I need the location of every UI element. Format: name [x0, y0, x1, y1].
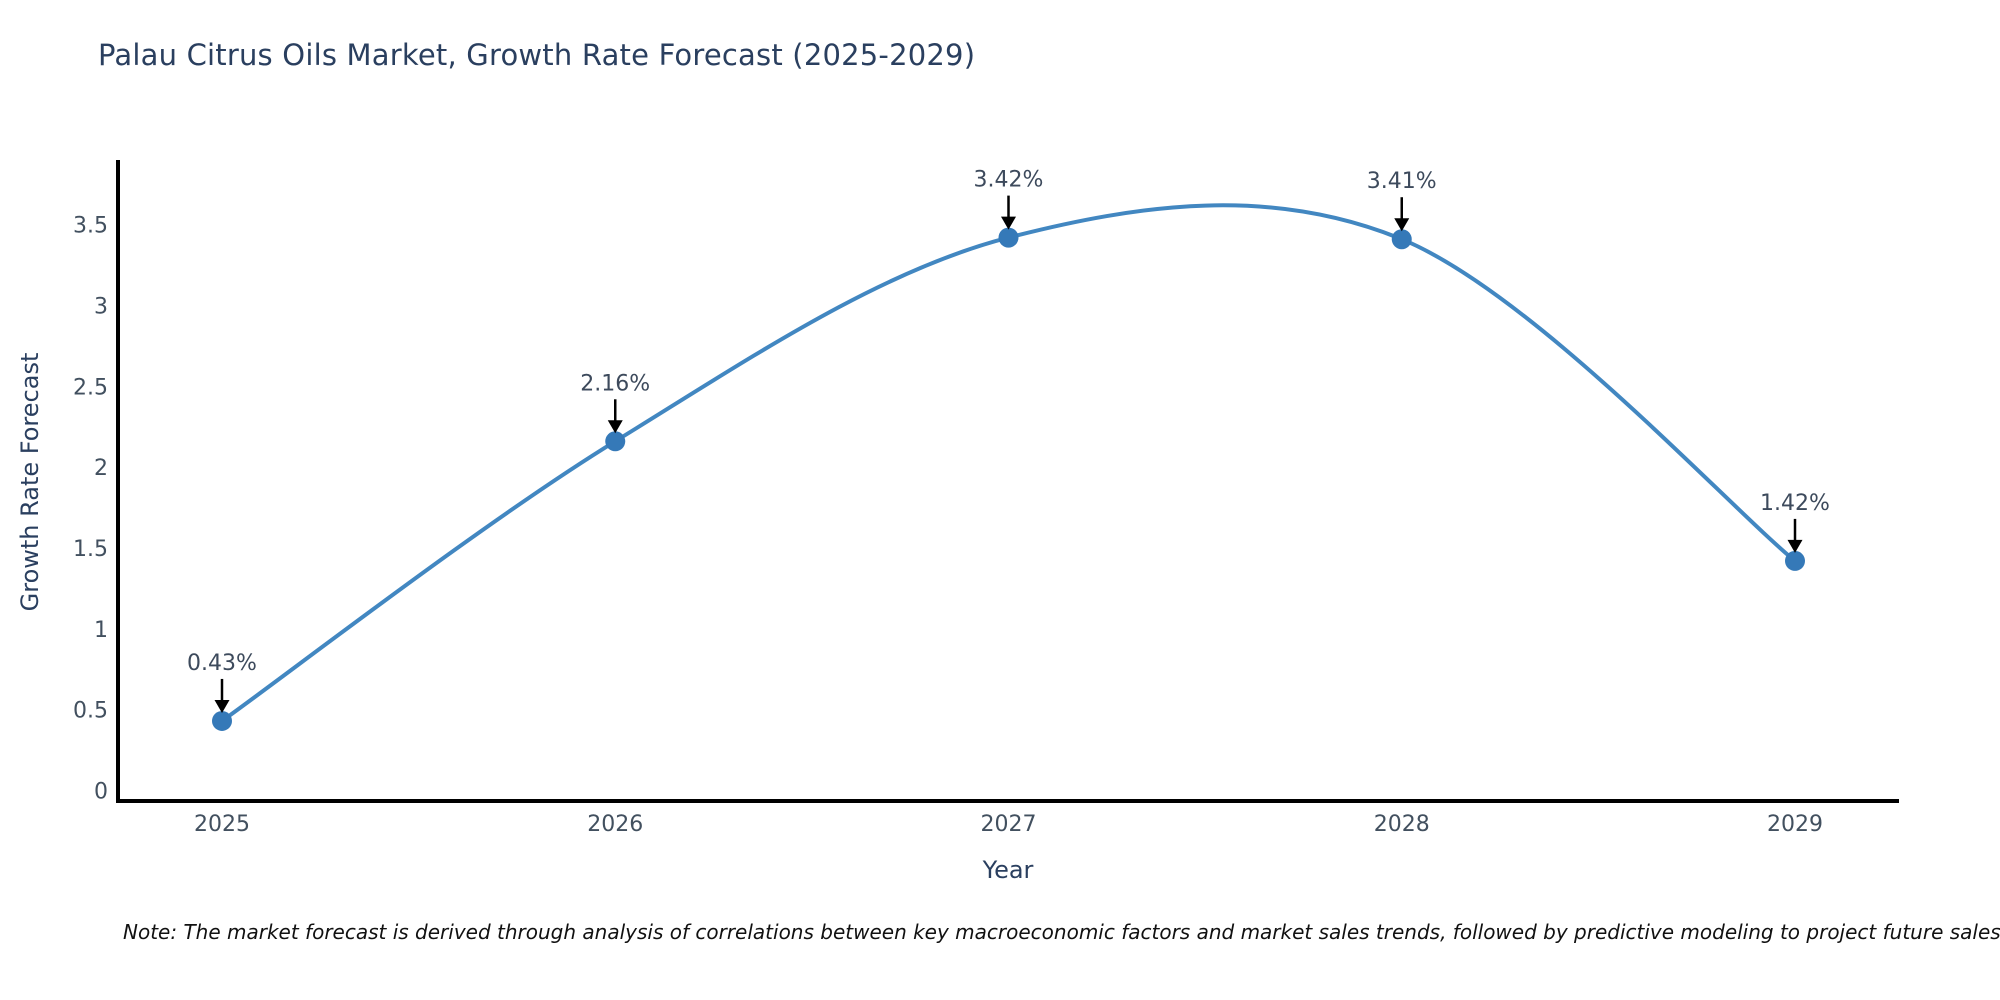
y-tick-label: 1 [94, 618, 108, 643]
y-tick-label: 2 [94, 456, 108, 481]
annotation-arrowhead-icon [214, 699, 230, 713]
annotation-arrowhead-icon [1787, 539, 1803, 553]
x-axis-title: Year [982, 856, 1034, 884]
x-tick-label: 2027 [981, 812, 1037, 837]
annotation-arrowhead-icon [1001, 216, 1016, 230]
footnote: Note: The market forecast is derived thr… [123, 920, 2000, 944]
y-tick-label: 1.5 [73, 537, 108, 562]
annotation-label-2025: 0.43% [187, 651, 257, 676]
x-tick-label: 2026 [587, 812, 643, 837]
chart-title: Palau Citrus Oils Market, Growth Rate Fo… [98, 38, 976, 72]
y-tick-label: 2.5 [73, 375, 108, 400]
data-point-marker-2028 [1391, 229, 1412, 250]
annotation-arrowhead-icon [1394, 218, 1410, 232]
data-point-marker-2029 [1785, 550, 1805, 571]
annotation-label-2028: 3.41% [1367, 169, 1437, 194]
x-tick-label: 2029 [1767, 812, 1823, 837]
annotation-label-2029: 1.42% [1760, 491, 1830, 516]
annotation-label-2026: 2.16% [580, 371, 650, 396]
annotation-label-2027: 3.42% [974, 168, 1044, 193]
annotation-arrowhead-icon [607, 420, 623, 434]
x-tick-label: 2028 [1374, 812, 1430, 837]
x-tick-label: 2025 [194, 812, 250, 837]
trend-line [220, 203, 1797, 723]
y-tick-label: 0.5 [73, 699, 108, 724]
data-point-marker-2025 [212, 710, 232, 731]
data-point-marker-2026 [605, 431, 626, 452]
y-tick-label: 3.5 [73, 214, 108, 239]
y-tick-label: 0 [94, 779, 108, 804]
y-tick-label: 3 [94, 294, 108, 319]
y-axis-title: Growth Rate Forecast [16, 352, 44, 612]
data-point-marker-2027 [998, 227, 1019, 248]
